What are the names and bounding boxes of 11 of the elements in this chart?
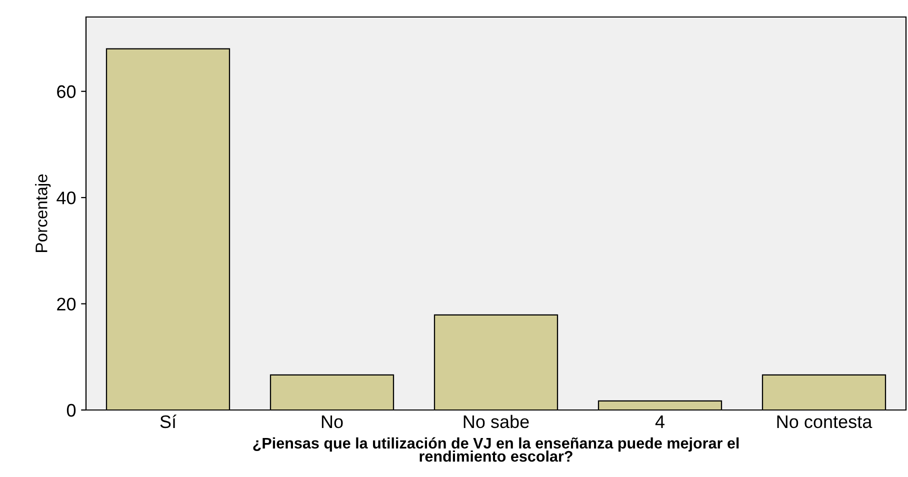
x-tick-label: No sabe xyxy=(464,414,529,428)
y-tick-label: 40 xyxy=(56,192,76,204)
y-axis-title: Porcentaje xyxy=(35,174,51,252)
y-tick-label: 60 xyxy=(57,85,76,98)
x-tick-label: No contesta xyxy=(777,416,872,428)
x-tick-label: Sí xyxy=(160,414,176,428)
x-axis-title: ¿Piensas que la utilización de VJ en la enseñanza puede mejorar el rendimiento escolar? xyxy=(253,437,739,462)
y-tick-label: 0 xyxy=(66,404,76,417)
y-tick-label: 20 xyxy=(57,298,76,311)
x-tick-label: No xyxy=(322,416,343,428)
x-tick-label: 4 xyxy=(655,416,664,428)
